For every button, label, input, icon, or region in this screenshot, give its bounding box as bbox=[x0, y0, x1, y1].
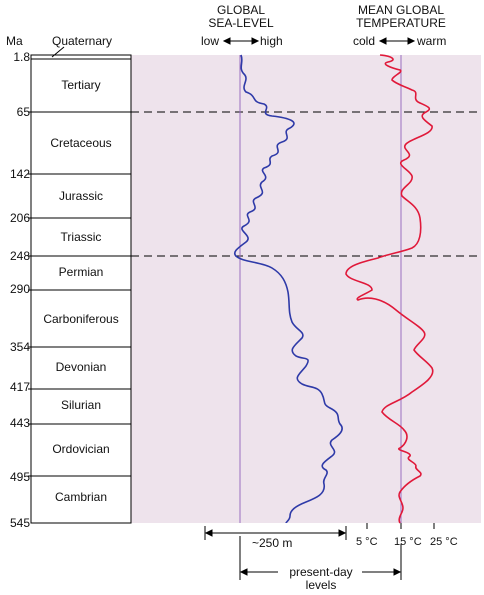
period-label-ordovician: Ordovician bbox=[52, 442, 110, 456]
sea-level-title-line-2: SEA-LEVEL bbox=[208, 16, 274, 30]
age-label: 354 bbox=[9, 340, 30, 354]
period-label-permian: Permian bbox=[58, 265, 104, 279]
temperature-cold-label: cold bbox=[353, 34, 376, 48]
temperature-double-arrow bbox=[378, 37, 416, 45]
sea-level-low-label: low bbox=[201, 34, 220, 48]
temperature-scale-ticks bbox=[366, 523, 435, 529]
age-label: 248 bbox=[9, 249, 30, 263]
period-column bbox=[30, 54, 132, 524]
age-label: 1.8 bbox=[13, 50, 30, 64]
period-label-cambrian: Cambrian bbox=[54, 490, 108, 504]
period-label-tertiary: Tertiary bbox=[61, 78, 101, 92]
present-day-label: present-day bbox=[289, 565, 353, 579]
age-label: 443 bbox=[9, 416, 30, 430]
scale-250m-bracket bbox=[204, 526, 347, 540]
sea-level-high-label: high bbox=[260, 34, 283, 48]
period-label-jurassic: Jurassic bbox=[58, 189, 103, 203]
ma-axis-label: Ma bbox=[6, 34, 23, 48]
age-label: 206 bbox=[9, 211, 30, 225]
curves-panel bbox=[131, 55, 481, 523]
temperature-tick-5c: 5 °C bbox=[356, 536, 378, 548]
age-label: 545 bbox=[9, 516, 30, 530]
quaternary-label: Quaternary bbox=[52, 34, 113, 48]
quaternary-pointer-line bbox=[51, 46, 65, 58]
temperature-title-line-2: TEMPERATURE bbox=[356, 16, 446, 30]
sea-level-title-line-1: GLOBAL bbox=[216, 3, 266, 17]
age-label: 142 bbox=[9, 167, 30, 181]
period-label-carboniferous: Carboniferous bbox=[43, 312, 119, 326]
age-label: 495 bbox=[9, 470, 30, 484]
scale-250m-label: ~250 m bbox=[252, 536, 293, 550]
temperature-tick-15c: 15 °C bbox=[394, 536, 422, 548]
temperature-warm-label: warm bbox=[417, 34, 447, 48]
period-label-cretaceous: Cretaceous bbox=[50, 136, 112, 150]
period-label-devonian: Devonian bbox=[55, 360, 107, 374]
period-label-silurian: Silurian bbox=[60, 398, 102, 412]
sea-level-curve bbox=[233, 54, 343, 524]
sea-level-double-arrow bbox=[222, 37, 260, 45]
age-label: 290 bbox=[9, 282, 30, 296]
levels-label: levels bbox=[305, 578, 337, 592]
temperature-tick-25c: 25 °C bbox=[430, 536, 458, 548]
age-label: 65 bbox=[16, 105, 30, 119]
period-boundaries bbox=[28, 111, 131, 477]
period-label-triassic: Triassic bbox=[60, 230, 102, 244]
temperature-curve bbox=[345, 54, 434, 524]
temperature-title-line-1: MEAN GLOBAL bbox=[357, 3, 445, 17]
present-day-levels-bracket bbox=[239, 536, 402, 580]
age-label: 417 bbox=[9, 380, 30, 394]
